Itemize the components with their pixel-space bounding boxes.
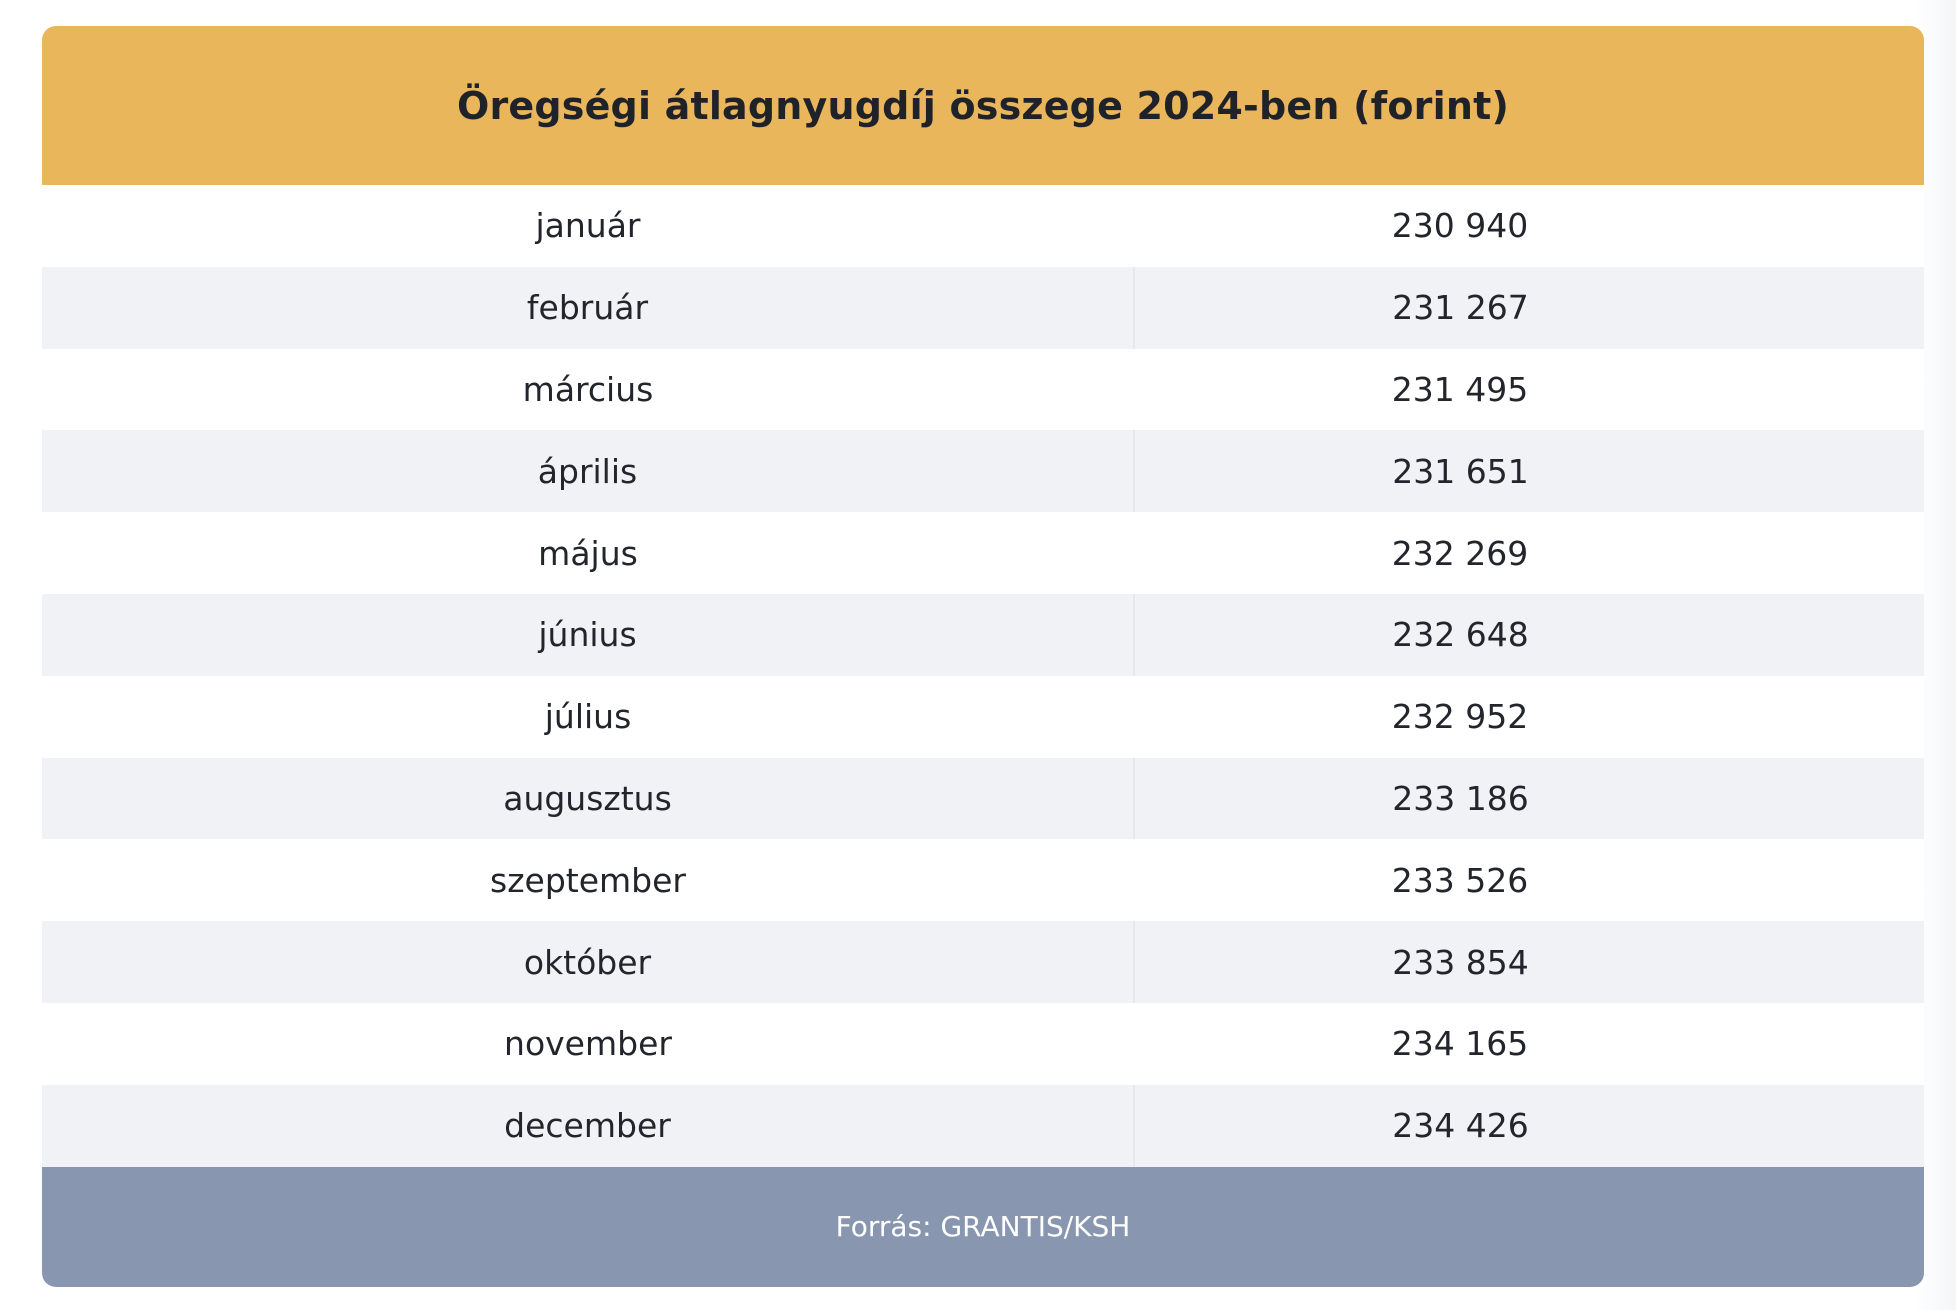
month-cell: október	[42, 921, 1135, 1003]
table-row: április 231 651	[42, 430, 1924, 513]
table-title-bar: Öregségi átlagnyugdíj összege 2024-ben (…	[42, 26, 1924, 185]
table-row: november 234 165	[42, 1002, 1924, 1085]
month-cell: július	[42, 675, 1134, 758]
pension-table: január 230 940 február 231 267 március 2…	[42, 185, 1924, 1167]
value-cell: 232 952	[1134, 675, 1924, 758]
table-row: október 233 854	[42, 921, 1924, 1003]
month-cell: február	[42, 266, 1135, 349]
value-cell: 233 526	[1134, 839, 1924, 922]
table-row: január 230 940	[42, 185, 1924, 267]
table-title: Öregségi átlagnyugdíj összege 2024-ben (…	[456, 83, 1510, 128]
value-cell: 231 267	[1134, 266, 1924, 349]
value-cell: 233 854	[1134, 921, 1924, 1003]
source-text: Forrás: GRANTIS/KSH	[835, 1210, 1131, 1244]
month-cell: november	[42, 1002, 1134, 1085]
value-cell: 231 651	[1134, 430, 1924, 513]
month-cell: december	[42, 1084, 1135, 1167]
table-row: február 231 267	[42, 266, 1924, 349]
month-cell: szeptember	[42, 839, 1134, 922]
value-cell: 233 186	[1134, 757, 1924, 840]
value-cell: 234 165	[1134, 1002, 1924, 1085]
month-cell: március	[42, 348, 1134, 431]
table-row: augusztus 233 186	[42, 757, 1924, 840]
value-cell: 230 940	[1134, 185, 1924, 267]
table-row: december 234 426	[42, 1084, 1924, 1167]
pension-table-card: Öregségi átlagnyugdíj összege 2024-ben (…	[42, 26, 1924, 1287]
value-cell: 234 426	[1134, 1084, 1924, 1167]
month-cell: április	[42, 430, 1135, 513]
table-row: július 232 952	[42, 675, 1924, 758]
value-cell: 232 648	[1134, 593, 1924, 676]
table-row: március 231 495	[42, 348, 1924, 431]
table-row: június 232 648	[42, 593, 1924, 676]
source-footer: Forrás: GRANTIS/KSH	[42, 1166, 1924, 1287]
month-cell: május	[42, 512, 1134, 594]
table-row: május 232 269	[42, 512, 1924, 594]
month-cell: január	[42, 185, 1134, 267]
value-cell: 232 269	[1134, 512, 1924, 594]
table-body: január 230 940 február 231 267 március 2…	[42, 185, 1924, 1167]
table-row: szeptember 233 526	[42, 839, 1924, 922]
value-cell: 231 495	[1134, 348, 1924, 431]
month-cell: június	[42, 593, 1135, 676]
month-cell: augusztus	[42, 757, 1135, 840]
